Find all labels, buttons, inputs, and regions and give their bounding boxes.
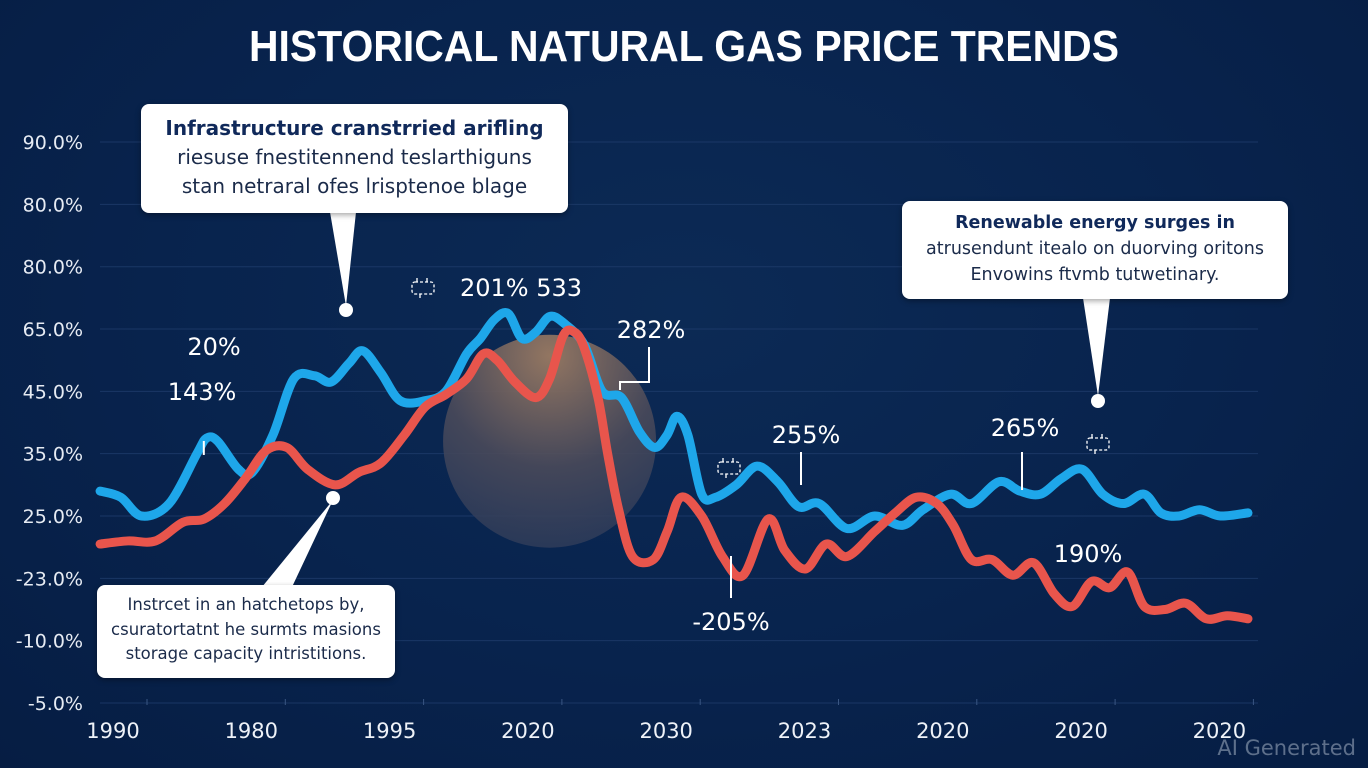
callout-storage-capacity: Instrcet in an hatchetops by, csuratorta… xyxy=(97,585,395,678)
tanker-icon-body xyxy=(1086,437,1110,451)
x-axis: 1990 1980 1995 2020 2030 2023 2020 2020 2020 xyxy=(86,699,1254,743)
x-tick-label: 1980 xyxy=(225,719,278,743)
callout-line: Instrcet in an hatchetops by, xyxy=(127,595,365,614)
gas-pump-icon xyxy=(411,278,435,298)
factory-icon-body xyxy=(717,461,741,475)
y-tick-label: 80.0% xyxy=(23,257,83,279)
annotations-layer: 143% 20% 201% 533 282% 255% 265% -205% 190% xyxy=(168,274,1123,636)
annotation-label: 265% xyxy=(991,414,1060,442)
y-tick-label: 25.0% xyxy=(23,506,83,528)
callout-line: stan netraral ofes lrisptenoe blage xyxy=(181,174,528,198)
chart-title: HISTORICAL NATURAL GAS PRICE TRENDS xyxy=(248,22,1119,71)
x-tick-label: 2020 xyxy=(1054,719,1107,743)
callout-renewable-energy: Renewable energy surges in atrusendunt i… xyxy=(902,201,1288,299)
factory-icon xyxy=(717,458,741,478)
x-tick-label: 2020 xyxy=(501,719,554,743)
annotation-label: 190% xyxy=(1054,540,1123,568)
annotation-label: 255% xyxy=(772,421,841,449)
callout-dot-bottom xyxy=(326,491,340,505)
x-tick-label: 2020 xyxy=(1193,719,1246,743)
annotation-label: 20% xyxy=(187,333,240,361)
annotation-leader xyxy=(619,347,650,390)
annotation-label: 282% xyxy=(617,316,686,344)
callout-line: Renewable energy surges in xyxy=(955,213,1235,233)
annotation-label: 143% xyxy=(168,378,237,406)
callout-pointer-bottom xyxy=(262,500,333,587)
annotation-label: -205% xyxy=(692,608,769,636)
callout-pointer-top xyxy=(330,212,356,306)
y-tick-label: -23.0% xyxy=(16,568,83,590)
y-tick-label: 90.0% xyxy=(23,132,83,154)
callout-dot-right xyxy=(1091,394,1105,408)
callout-infrastructure: Infrastructure cranstrried arifling ries… xyxy=(141,104,568,213)
callout-line: Envowins ftvmb tutwetinary. xyxy=(970,265,1220,285)
x-tick-label: 2030 xyxy=(639,719,692,743)
blue-series-line xyxy=(95,308,1253,534)
y-tick-label: 45.0% xyxy=(23,381,83,403)
callout-pointer-right xyxy=(1083,298,1110,396)
tanker-icon xyxy=(1086,434,1110,454)
series-layer xyxy=(95,308,1253,624)
annotation-label: 201% 533 xyxy=(460,274,582,302)
y-tick-label: 80.0% xyxy=(23,194,83,216)
y-axis: -5.0% -10.0% -23.0% 25.0% 35.0% 45.0% 65.0% 80.… xyxy=(16,132,83,715)
callout-line: Infrastructure cranstrried arifling xyxy=(165,116,544,140)
red-series-line xyxy=(95,325,1253,624)
callout-dot-top xyxy=(339,303,353,317)
x-tick-label: 1990 xyxy=(86,719,139,743)
callout-line: atrusendunt itealo on duorving oritons xyxy=(926,239,1264,259)
callout-pointers xyxy=(262,212,1110,587)
y-tick-label: -10.0% xyxy=(16,631,83,653)
callout-line: riesuse fnestitennend teslarthiguns xyxy=(177,145,532,169)
watermark: AI Generated xyxy=(1217,736,1356,760)
callout-line: csuratortatnt he surmts masions xyxy=(111,619,381,639)
x-tick-label: 2023 xyxy=(778,719,831,743)
y-tick-label: 65.0% xyxy=(23,319,83,341)
x-tick-label: 2020 xyxy=(916,719,969,743)
x-tick-label: 1995 xyxy=(363,719,416,743)
y-tick-label: 35.0% xyxy=(23,444,83,466)
callout-line: storage capacity intristitions. xyxy=(125,644,367,663)
gas-pump-icon-body xyxy=(411,281,435,295)
y-tick-label: -5.0% xyxy=(28,693,83,715)
